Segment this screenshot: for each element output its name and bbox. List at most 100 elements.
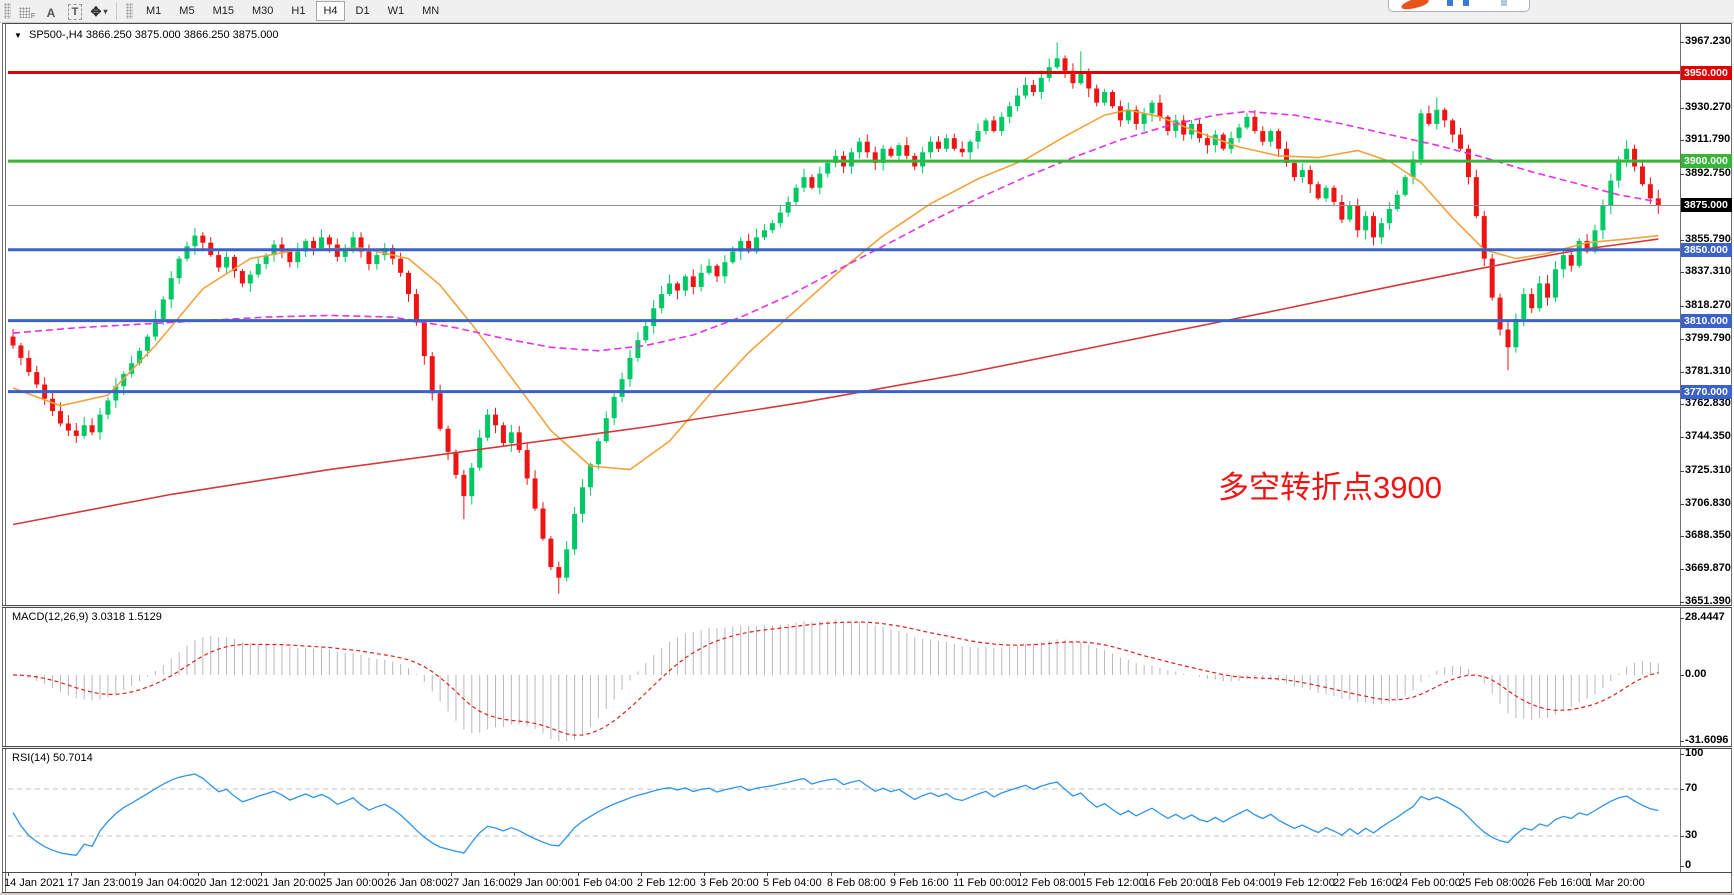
timeframe-button-w1[interactable]: W1 — [387, 5, 405, 17]
chart-ohlc-values: 3866.250 3875.000 3866.250 3875.000 — [85, 29, 279, 41]
price-axis-label: 3651.390 — [1685, 595, 1731, 607]
timeframe-button-m30[interactable]: M30 — [251, 5, 274, 17]
time-tick — [578, 872, 579, 876]
price-tick — [1680, 108, 1684, 109]
candle-body — [1204, 138, 1210, 146]
rsi-indicator-canvas[interactable] — [8, 749, 1680, 871]
candle-body — [255, 263, 261, 275]
candle-body — [65, 423, 71, 431]
panel-separator — [2, 747, 1732, 748]
candle-body — [1181, 120, 1187, 135]
candle-body — [746, 240, 752, 252]
timeframe-button-h1[interactable]: H1 — [291, 5, 306, 17]
panel-separator — [2, 606, 1732, 607]
time-tick — [451, 872, 452, 876]
candle-body — [231, 256, 237, 272]
candle-body — [524, 450, 530, 479]
time-axis-label: 29 Jan 00:00 — [510, 877, 574, 889]
toolbar-grip[interactable] — [126, 3, 133, 19]
toolbar: F A T ✥ ▾ M1 M5 M15 M30 H1 H4 D1 W1 MN — [0, 0, 1734, 23]
macd-axis-label: 28.4447 — [1685, 611, 1725, 623]
candle-body — [611, 396, 617, 419]
candle-body — [121, 373, 127, 387]
time-tick — [1590, 872, 1591, 876]
dock-grid-icon[interactable]: F — [17, 2, 37, 20]
time-tick — [388, 872, 389, 876]
candle-body — [358, 237, 364, 252]
window-left-border — [2, 23, 3, 892]
candle-body — [1133, 109, 1139, 124]
timeframe-button-h4[interactable]: H4 — [316, 1, 345, 21]
chart-text-annotation[interactable]: 多空转折点3900 — [1218, 470, 1442, 505]
candle-body — [904, 145, 910, 156]
price-tick — [1680, 404, 1684, 405]
price-tick — [1680, 372, 1684, 373]
timeframe-button-m15[interactable]: M15 — [212, 5, 234, 17]
price-chart-canvas[interactable] — [8, 25, 1680, 604]
candle-body — [1647, 184, 1653, 199]
macd-tick — [1680, 618, 1684, 619]
candle-body — [1450, 120, 1456, 135]
candle-body — [1632, 148, 1638, 167]
candle-body — [500, 425, 506, 443]
candle-body — [398, 258, 404, 273]
time-tick — [71, 872, 72, 876]
candle-body — [540, 508, 546, 539]
candle-body — [1434, 109, 1440, 124]
candle-body — [113, 386, 119, 401]
chevron-down-icon[interactable]: ▾ — [103, 6, 108, 16]
candle-body — [643, 325, 649, 341]
text-label-a-icon[interactable]: A — [46, 6, 56, 20]
candle-body — [556, 567, 562, 578]
candle-body — [26, 357, 32, 373]
time-tick — [1400, 872, 1401, 876]
panel-separator[interactable] — [2, 746, 1732, 747]
candle-body — [1260, 131, 1266, 142]
chart-collapse-icon[interactable]: ▼ — [14, 31, 22, 40]
price-axis-label: 3911.790 — [1685, 133, 1731, 145]
candle-body — [659, 294, 665, 309]
time-tick — [261, 872, 262, 876]
candle-body — [144, 336, 150, 351]
time-axis-label: 16 Feb 20:00 — [1143, 877, 1208, 889]
candle-body — [1212, 134, 1218, 146]
candle-body — [318, 237, 324, 249]
candle-body — [619, 379, 625, 397]
toolbar-grip[interactable] — [4, 3, 11, 19]
candle-body — [1197, 123, 1202, 139]
candle-body — [706, 265, 712, 273]
timeframe-button-d1[interactable]: D1 — [355, 5, 370, 17]
panel-separator — [2, 607, 1732, 608]
candle-body — [864, 141, 870, 153]
candle-body — [406, 272, 411, 295]
candle-body — [1624, 148, 1630, 160]
shapes-arrows-icon[interactable]: ✥ ▾ — [90, 4, 108, 19]
candle-body — [603, 418, 609, 442]
panel-separator[interactable] — [2, 605, 1732, 606]
text-box-t-icon[interactable]: T — [65, 2, 85, 20]
window-left-border-inner — [5, 23, 6, 892]
candle-body — [1394, 194, 1400, 210]
timeframe-button-m5[interactable]: M5 — [179, 5, 195, 17]
price-tick — [1680, 569, 1684, 570]
price-tick — [1680, 272, 1684, 273]
candle-body — [1529, 294, 1535, 309]
candle-body — [809, 177, 815, 188]
candle-body — [1639, 166, 1645, 185]
candle-body — [833, 155, 839, 163]
candle-body — [1458, 134, 1464, 149]
timeframe-button-mn[interactable]: MN — [422, 5, 440, 17]
price-tick — [1680, 536, 1684, 537]
timeframe-button-m1[interactable]: M1 — [146, 5, 162, 17]
candle-body — [152, 318, 158, 337]
candle-body — [1252, 116, 1258, 132]
candle-body — [896, 145, 902, 156]
price-tick — [1680, 240, 1684, 241]
macd-indicator-canvas[interactable] — [8, 608, 1680, 745]
candle-body — [730, 251, 736, 263]
candle-body — [1402, 177, 1408, 195]
time-axis-label: 26 Jan 08:00 — [384, 877, 448, 889]
candle-body — [485, 414, 491, 438]
candle-body — [1576, 240, 1582, 266]
price-axis-label: 3892.750 — [1685, 167, 1731, 179]
